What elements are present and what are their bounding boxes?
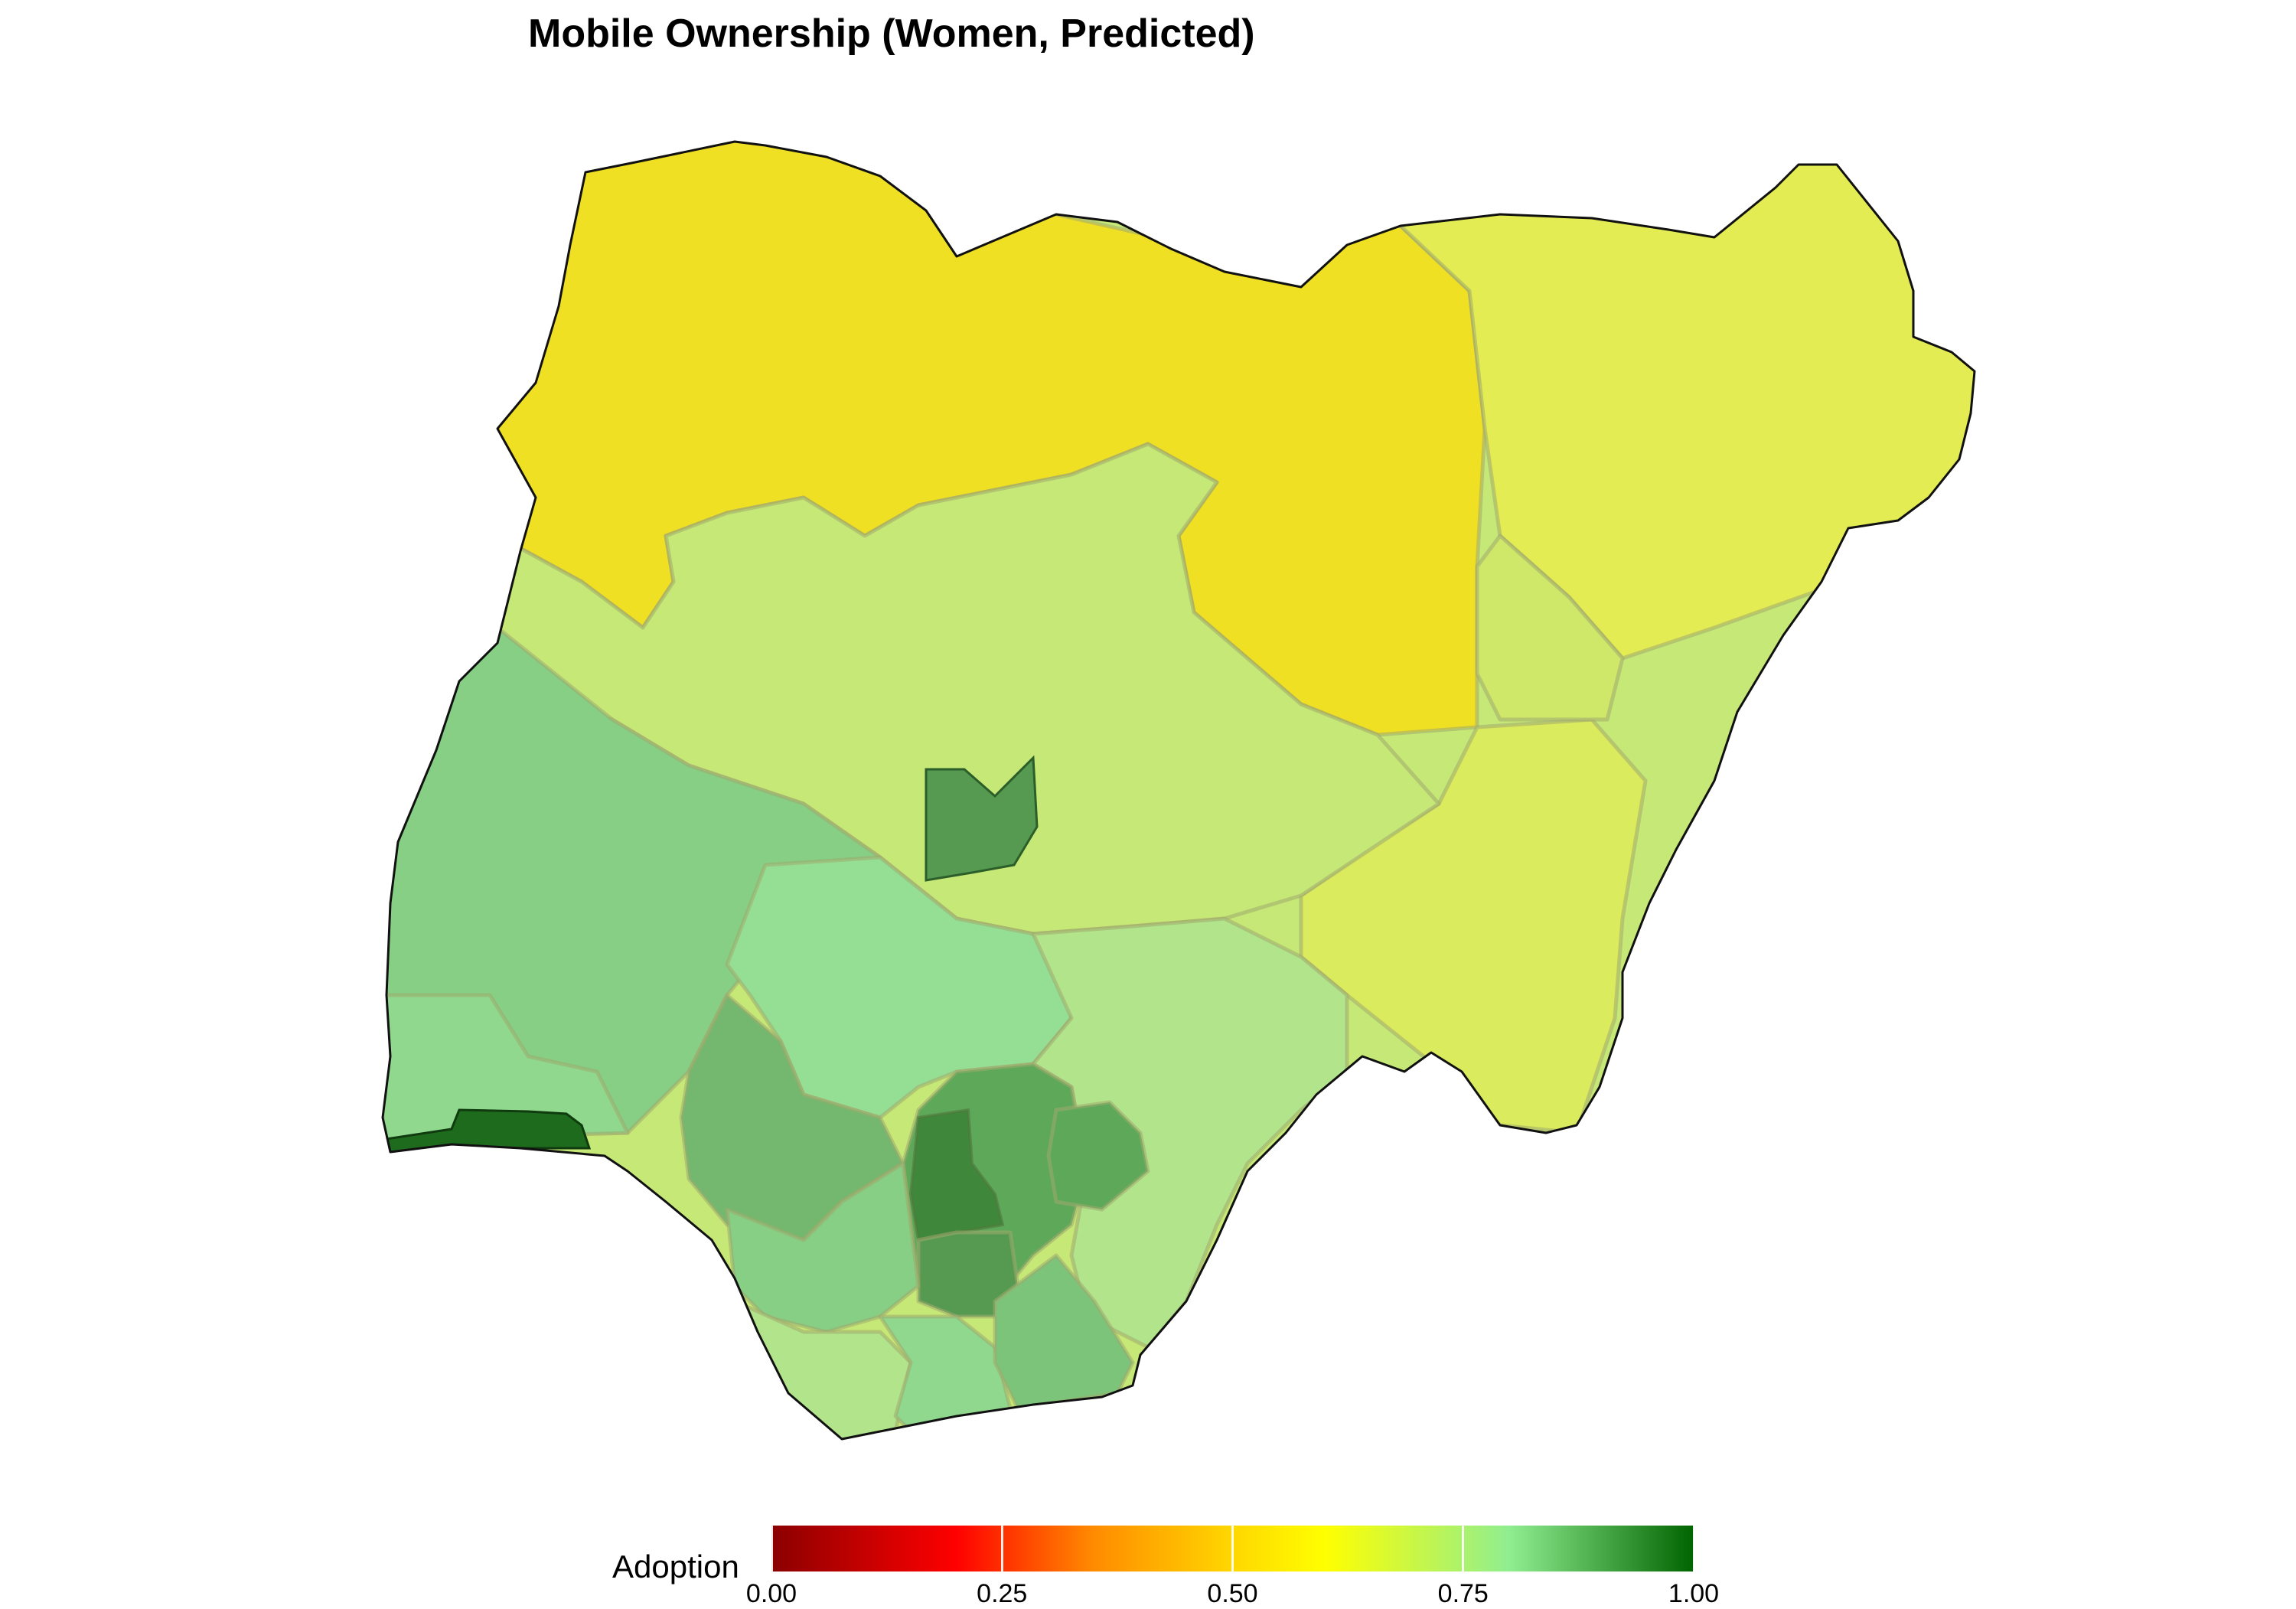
region-ebonyi <box>1046 1100 1150 1212</box>
legend-tick-label: 0.25 <box>977 1579 1028 1608</box>
legend-title: Adoption <box>612 1549 739 1585</box>
legend-tick-label: 0.75 <box>1437 1579 1489 1608</box>
region-fct <box>925 755 1039 882</box>
region-delta <box>725 1161 921 1334</box>
legend-tick-label: 1.00 <box>1668 1579 1720 1608</box>
map-title: Mobile Ownership (Women, Predicted) <box>528 11 1255 56</box>
legend-tick-label: 0.50 <box>1207 1579 1258 1608</box>
legend-tick-mark <box>1231 1526 1234 1571</box>
legend-tick-label: 0.00 <box>745 1579 797 1608</box>
legend-tick-mark <box>1000 1526 1003 1571</box>
region-ogun <box>383 993 630 1143</box>
legend-tick-mark <box>1692 1526 1695 1571</box>
region-akwa-ibom <box>993 1253 1135 1411</box>
nigeria-outline <box>381 140 1976 1441</box>
region-anambra <box>908 1108 1005 1242</box>
legend-tick-mark <box>770 1526 773 1571</box>
region-gombe <box>1475 534 1625 722</box>
legend-tick-mark <box>1462 1526 1465 1571</box>
